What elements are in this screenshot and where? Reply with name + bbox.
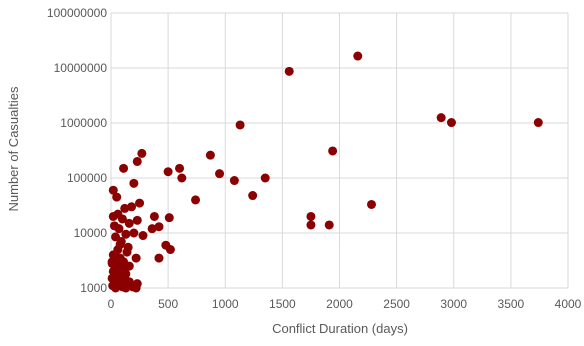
data-point — [108, 211, 118, 221]
data-point — [135, 198, 145, 208]
data-point — [117, 263, 127, 273]
data-point — [191, 195, 201, 205]
data-point — [117, 214, 127, 224]
x-tick-label: 4000 — [555, 297, 582, 311]
data-point — [121, 229, 131, 239]
data-point — [129, 178, 139, 188]
y-tick-labels: 1000 10000 100000 1000000 10000000 100000000 — [47, 6, 107, 295]
data-point — [324, 220, 334, 230]
data-point — [108, 185, 118, 195]
data-point — [115, 239, 125, 249]
y-axis-title: Number of Casualties — [6, 86, 21, 211]
x-tick-label: 3500 — [498, 297, 525, 311]
y-tick-label: 1000000 — [60, 116, 107, 130]
data-point — [131, 253, 141, 263]
y-tick-label: 10000000 — [54, 61, 108, 75]
data-point — [436, 113, 446, 123]
data-point — [149, 211, 159, 221]
data-point — [164, 213, 174, 223]
x-axis-title: Conflict Duration (days) — [272, 321, 408, 336]
data-point — [284, 66, 294, 76]
x-tick-labels: 0 500 1000 1500 2000 2500 3000 3500 4000 — [108, 297, 582, 311]
data-point — [129, 228, 139, 238]
data-point — [260, 173, 270, 183]
data-point — [111, 283, 121, 293]
data-point — [121, 283, 131, 293]
data-point — [131, 283, 141, 293]
gridlines — [110, 12, 569, 289]
data-point — [248, 191, 258, 201]
data-point — [353, 51, 363, 61]
y-tick-label: 100000000 — [47, 6, 107, 20]
data-points — [107, 51, 543, 293]
data-point — [132, 215, 142, 225]
data-point — [112, 192, 122, 202]
data-point — [132, 156, 142, 166]
data-point — [215, 169, 225, 179]
data-point — [446, 118, 456, 128]
data-point — [306, 220, 316, 230]
x-tick-label: 1000 — [212, 297, 239, 311]
data-point — [114, 224, 124, 234]
data-point — [119, 163, 129, 173]
x-tick-label: 0 — [108, 297, 115, 311]
data-point — [306, 211, 316, 221]
data-point — [165, 245, 175, 255]
x-tick-label: 1500 — [269, 297, 296, 311]
data-point — [366, 199, 376, 209]
x-tick-label: 3000 — [440, 297, 467, 311]
data-point — [138, 231, 148, 241]
data-point — [229, 176, 239, 186]
data-point — [154, 222, 164, 232]
data-point — [175, 163, 185, 173]
data-point — [109, 251, 119, 261]
data-point — [205, 150, 215, 160]
data-point — [533, 118, 543, 128]
data-point — [177, 173, 187, 183]
data-point — [235, 120, 245, 130]
y-tick-label: 1000 — [80, 281, 107, 295]
data-point — [154, 253, 164, 263]
data-point — [127, 202, 137, 212]
x-tick-label: 2500 — [383, 297, 410, 311]
data-point — [120, 203, 130, 213]
data-point — [137, 148, 147, 158]
data-point — [147, 224, 157, 234]
data-point — [124, 261, 134, 271]
y-tick-label: 100000 — [67, 171, 107, 185]
x-tick-label: 2000 — [326, 297, 353, 311]
x-tick-label: 500 — [158, 297, 178, 311]
y-tick-label: 10000 — [74, 226, 108, 240]
data-point — [122, 247, 132, 257]
data-point — [328, 146, 338, 156]
data-point — [124, 218, 134, 228]
data-point — [163, 167, 173, 177]
